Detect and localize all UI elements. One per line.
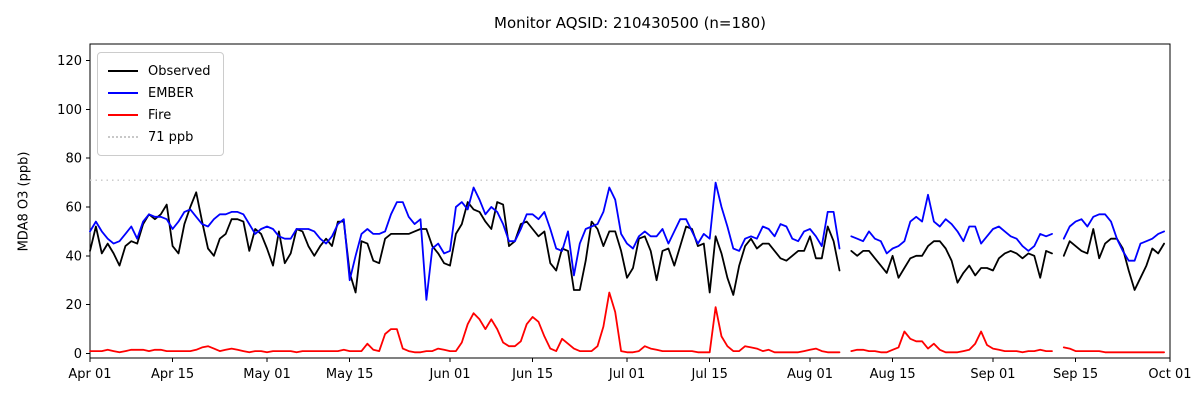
x-tick-label-9: Aug 15: [870, 367, 916, 382]
y-tick-label-3: 60: [65, 200, 82, 215]
y-tick-label-4: 80: [65, 152, 82, 167]
y-tick-label-5: 100: [57, 103, 82, 118]
ember-line: [89, 181, 1165, 301]
legend: Observed EMBER Fire 71 ppb: [97, 52, 224, 156]
legend-label: EMBER: [148, 85, 194, 101]
x-tick-label-11: Sep 15: [1053, 367, 1098, 382]
observed-line: [89, 191, 1165, 296]
threshold-line-swatch: [108, 136, 138, 138]
x-tick-label-3: May 15: [326, 367, 374, 382]
x-tick-label-5: Jun 15: [511, 367, 553, 382]
observed-line-swatch: [108, 70, 138, 72]
x-tick-label-7: Jul 15: [690, 367, 727, 382]
y-tick-label-6: 120: [57, 54, 82, 69]
ember-line-swatch: [108, 92, 138, 94]
legend-label: 71 ppb: [148, 129, 194, 145]
x-tick-label-1: Apr 15: [151, 367, 194, 382]
y-tick-label-0: 0: [74, 347, 82, 362]
axes-frame: [89, 43, 1171, 359]
legend-item-threshold: 71 ppb: [108, 126, 211, 148]
legend-label: Observed: [148, 63, 211, 79]
y-tick-label-1: 20: [65, 298, 82, 313]
x-tick-label-6: Jul 01: [608, 367, 645, 382]
x-tick-label-0: Apr 01: [68, 367, 111, 382]
x-tick-label-8: Aug 01: [787, 367, 833, 382]
y-tick-label-2: 40: [65, 249, 82, 264]
legend-item-ember: EMBER: [108, 82, 211, 104]
x-tick-label-4: Jun 01: [429, 367, 471, 382]
x-tick-label-2: May 01: [243, 367, 291, 382]
fire-line: [89, 291, 1165, 354]
x-tick-label-12: Oct 01: [1148, 367, 1191, 382]
chart-title: Monitor AQSID: 210430500 (n=180): [494, 14, 766, 32]
legend-item-observed: Observed: [108, 60, 211, 82]
legend-item-fire: Fire: [108, 104, 211, 126]
legend-label: Fire: [148, 107, 172, 123]
x-tick-label-10: Sep 01: [970, 367, 1015, 382]
fire-line-swatch: [108, 114, 138, 116]
